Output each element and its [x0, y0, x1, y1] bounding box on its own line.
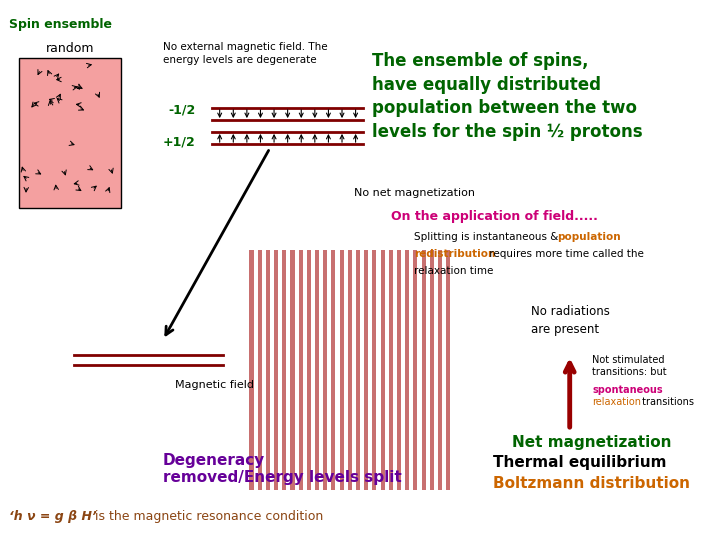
Text: +1/2: +1/2 [163, 136, 196, 148]
Bar [319, 250, 323, 490]
Bar [356, 250, 360, 490]
Bar [418, 250, 421, 490]
Bar [405, 250, 409, 490]
Text: relaxation: relaxation [592, 397, 641, 407]
Text: Degeneracy
removed/Energy levels split: Degeneracy removed/Energy levels split [163, 453, 402, 485]
Bar [328, 250, 331, 490]
Bar [413, 250, 418, 490]
Text: The ensemble of spins,
have equally distributed
population between the two
level: The ensemble of spins, have equally dist… [372, 52, 643, 141]
Text: Spin ensemble: Spin ensemble [9, 18, 112, 31]
Bar [377, 250, 381, 490]
Bar [397, 250, 401, 490]
Bar [450, 250, 454, 490]
Bar [401, 250, 405, 490]
Bar [360, 250, 364, 490]
Text: On the application of field.....: On the application of field..... [391, 210, 598, 223]
Text: are present: are present [531, 323, 599, 336]
Text: No external magnetic field. The: No external magnetic field. The [163, 42, 328, 52]
Text: is the magnetic resonance condition: is the magnetic resonance condition [91, 510, 323, 523]
Bar [442, 250, 446, 490]
Text: Splitting is instantaneous &: Splitting is instantaneous & [414, 232, 562, 242]
Bar [290, 250, 294, 490]
Text: population: population [557, 232, 621, 242]
Bar [434, 250, 438, 490]
Bar [253, 250, 258, 490]
Text: Not stimulated
transitions: but: Not stimulated transitions: but [592, 355, 667, 377]
Bar [282, 250, 287, 490]
Bar [250, 250, 253, 490]
Bar [302, 250, 307, 490]
Bar [287, 250, 290, 490]
Bar [262, 250, 266, 490]
Text: redistribution: redistribution [414, 249, 495, 259]
Bar [389, 250, 393, 490]
Bar [336, 250, 340, 490]
Bar [270, 250, 274, 490]
Bar [343, 250, 348, 490]
Bar [311, 250, 315, 490]
Bar [364, 250, 368, 490]
Bar [381, 250, 384, 490]
Text: Thermal equilibrium: Thermal equilibrium [493, 455, 667, 470]
Bar [430, 250, 434, 490]
Text: relaxation time: relaxation time [414, 266, 494, 276]
Bar [368, 250, 372, 490]
Bar [421, 250, 426, 490]
Bar [340, 250, 343, 490]
Bar [426, 250, 430, 490]
Text: No net magnetization: No net magnetization [354, 188, 474, 198]
Bar [278, 250, 282, 490]
Bar [323, 250, 328, 490]
Bar [393, 250, 397, 490]
Text: transitions: transitions [639, 397, 693, 407]
Bar [438, 250, 442, 490]
Bar [331, 250, 336, 490]
Text: requires more time called the: requires more time called the [486, 249, 644, 259]
Text: Magnetic field: Magnetic field [175, 380, 253, 390]
Bar [294, 250, 299, 490]
Bar [315, 250, 319, 490]
Text: No radiations: No radiations [531, 305, 610, 318]
Bar [258, 250, 262, 490]
Text: energy levels are degenerate: energy levels are degenerate [163, 55, 317, 65]
Bar [352, 250, 356, 490]
Bar [446, 250, 450, 490]
Bar [409, 250, 413, 490]
Bar [274, 250, 278, 490]
Text: spontaneous: spontaneous [592, 385, 662, 395]
Bar [266, 250, 270, 490]
Text: Net magnetization: Net magnetization [512, 435, 672, 450]
Bar [348, 250, 352, 490]
Text: -1/2: -1/2 [168, 104, 196, 117]
Text: Boltzmann distribution: Boltzmann distribution [493, 476, 690, 491]
Bar [384, 250, 389, 490]
Text: ‘h ν = g β H’: ‘h ν = g β H’ [9, 510, 97, 523]
Bar [19, 58, 121, 208]
Bar [372, 250, 377, 490]
Bar [307, 250, 311, 490]
Bar [299, 250, 302, 490]
Text: random: random [45, 42, 94, 55]
